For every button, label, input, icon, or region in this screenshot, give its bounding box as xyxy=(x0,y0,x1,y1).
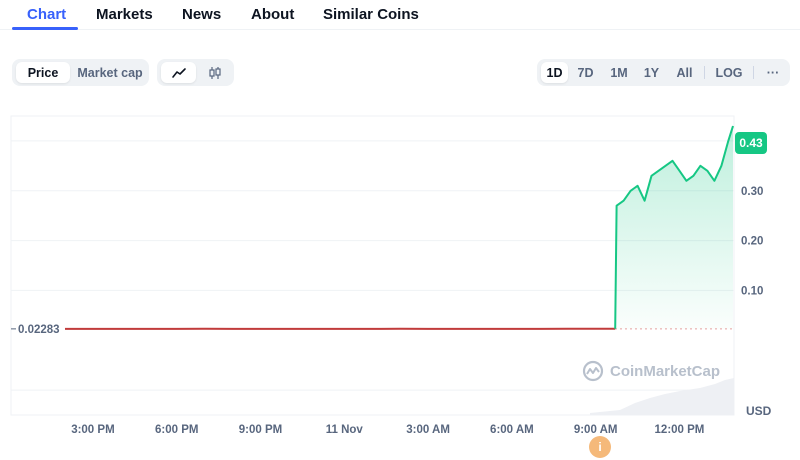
tab-about[interactable]: About xyxy=(251,6,295,23)
active-tab-indicator xyxy=(12,27,78,30)
candlestick-icon xyxy=(208,66,221,79)
current-price-badge: 0.43 xyxy=(735,132,767,154)
range-divider xyxy=(704,66,705,79)
y-tick-label: 0.30 xyxy=(741,186,763,198)
tab-bar: Chart Markets News About Similar Coins xyxy=(0,0,800,30)
watermark-text: CoinMarketCap xyxy=(610,362,721,380)
tab-similar-coins[interactable]: Similar Coins xyxy=(323,6,419,23)
series-area-fill xyxy=(615,126,733,329)
range-selector: 1D 7D 1M 1Y All LOG ··· xyxy=(537,59,790,86)
y-tick-label: 0.10 xyxy=(741,285,763,297)
x-tick-label: 6:00 PM xyxy=(155,424,198,436)
watermark-logo: CoinMarketCap xyxy=(582,360,720,382)
currency-label: USD xyxy=(746,404,772,418)
range-1y-button[interactable]: 1Y xyxy=(643,65,660,80)
chart-type-toggle xyxy=(157,59,234,86)
range-divider xyxy=(753,66,754,79)
volume-area xyxy=(590,378,734,415)
x-tick-label: 12:00 PM xyxy=(655,424,705,436)
coinmarketcap-logo-icon xyxy=(582,360,604,382)
event-info-marker[interactable]: i xyxy=(589,436,611,458)
more-options-button[interactable]: ··· xyxy=(766,65,780,80)
price-marketcap-toggle: Price Market cap xyxy=(12,59,149,86)
x-tick-label: 9:00 PM xyxy=(239,424,282,436)
candlestick-chart-button[interactable] xyxy=(198,62,231,83)
x-tick-label: 3:00 AM xyxy=(406,424,450,436)
x-tick-label: 11 Nov xyxy=(326,424,364,436)
market-cap-toggle-button[interactable]: Market cap xyxy=(77,65,143,80)
open-price-label: 0.02283 xyxy=(18,324,60,336)
x-tick-label: 3:00 PM xyxy=(71,424,114,436)
tab-markets[interactable]: Markets xyxy=(96,6,153,23)
x-tick-label: 6:00 AM xyxy=(490,424,534,436)
plot-frame xyxy=(10,115,735,416)
price-toggle-button[interactable]: Price xyxy=(16,62,70,83)
line-chart-icon xyxy=(171,67,186,78)
range-7d-button[interactable]: 7D xyxy=(577,65,594,80)
y-tick-label: 0.20 xyxy=(741,236,763,248)
tab-chart[interactable]: Chart xyxy=(27,6,67,23)
line-chart-button[interactable] xyxy=(161,62,196,83)
log-scale-button[interactable]: LOG xyxy=(715,65,743,80)
range-1d-button[interactable]: 1D xyxy=(541,62,568,83)
tab-news[interactable]: News xyxy=(182,6,222,23)
x-tick-label: 9:00 AM xyxy=(574,424,618,436)
range-1m-button[interactable]: 1M xyxy=(610,65,628,80)
range-all-button[interactable]: All xyxy=(676,65,693,80)
